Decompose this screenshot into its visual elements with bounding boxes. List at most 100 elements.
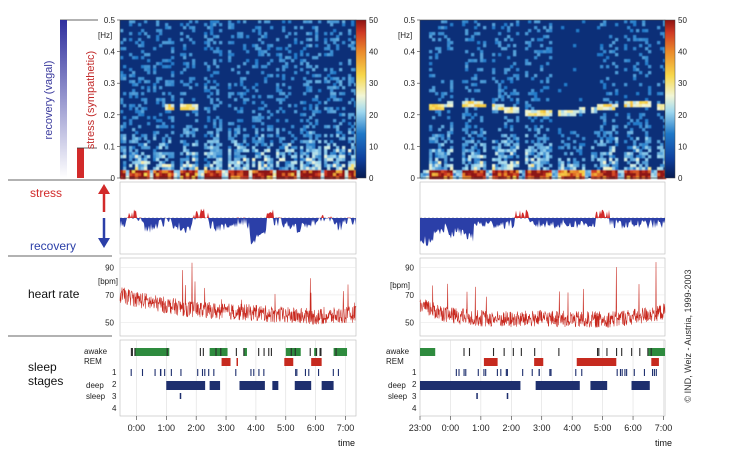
colorbar-tick-label: 30 — [369, 79, 378, 88]
sympathetic-bar — [77, 148, 84, 178]
sleep-segment-awake — [333, 348, 348, 356]
sleep-segment-3 — [476, 393, 478, 399]
sleep-segment-2 — [535, 381, 580, 390]
stage-label-2: 2 — [412, 380, 417, 389]
hypnogram-right-x-ticks: 23:00 0:00 1:00 2:00 3:00 4:00 5:00 6:00 7:00 — [409, 416, 673, 433]
colorbar-tick-label: 10 — [369, 142, 378, 151]
y-tick-label: 0.4 — [104, 48, 116, 57]
x-tick-label: 3:00 — [217, 423, 235, 433]
stage-label-awake: awake — [84, 347, 108, 356]
colorbar-tick-label: 10 — [678, 142, 687, 151]
heart-rate-right-ylabel: [bpm] — [390, 281, 410, 290]
x-tick-label: 6:00 — [624, 423, 642, 433]
sleep-segment-rem — [221, 358, 231, 366]
sleep-segment-3 — [179, 393, 182, 399]
sleep-segment-awake — [243, 348, 247, 356]
heart-rate-right-series — [419, 261, 666, 328]
colorbar-right-frame — [664, 19, 676, 179]
sleep-segment-rem — [576, 358, 617, 366]
sleep-segment-2 — [294, 381, 312, 390]
hypnogram-right-xlabel: time — [655, 438, 672, 448]
stage-label-rem: REM — [84, 357, 102, 366]
sleep-segment-awake — [420, 348, 436, 356]
y-tick-label: 0 — [411, 174, 416, 183]
x-tick-label: 4:00 — [563, 423, 581, 433]
heart-rate-left-y-ticks: 50 70 90 — [105, 264, 114, 328]
balance-right-stress-area — [420, 209, 665, 218]
x-tick-label: 4:00 — [247, 423, 265, 433]
sleep-segment-2 — [209, 381, 221, 390]
sleep-segment-2 — [272, 381, 279, 390]
balance-right-recovery-area — [420, 218, 665, 247]
y-tick-label: 0.2 — [104, 111, 116, 120]
hypnogram-left-segments — [130, 348, 348, 399]
balance-left — [119, 181, 357, 255]
stage-label-1: 1 — [412, 368, 417, 377]
hr-y-tick-label: 50 — [405, 318, 414, 327]
recovery-arrow-icon — [98, 238, 110, 248]
stress-arrow-icon — [98, 184, 110, 194]
y-tick-label: 0.3 — [104, 79, 116, 88]
stage-label-3: 3 — [112, 392, 117, 401]
hr-y-tick-label: 90 — [105, 264, 114, 273]
stage-label-awake: awake — [386, 347, 410, 356]
y-tick-label: 0 — [111, 174, 116, 183]
colorbar-tick-label: 50 — [678, 16, 687, 25]
sleep-segment-awake — [134, 348, 170, 356]
hypnogram-left-xlabel: time — [338, 438, 355, 448]
balance-left-recovery-area — [120, 218, 356, 245]
hypnogram-right-segments — [420, 348, 665, 399]
x-tick-label: 5:00 — [594, 423, 612, 433]
x-tick-label: 0:00 — [442, 423, 460, 433]
hr-y-tick-label: 50 — [105, 318, 114, 327]
colorbar-tick-label: 0 — [369, 174, 374, 183]
sleep-segment-2 — [590, 381, 608, 390]
stress-sympathetic-label: stress (sympathetic) — [85, 51, 97, 149]
y-tick-label: 0.2 — [404, 111, 416, 120]
y-tick-label: 0.4 — [404, 48, 416, 57]
sleep-segment-awake — [314, 348, 318, 356]
sleep-stages-label-2: stages — [28, 374, 63, 388]
colorbar-left-gradient — [356, 20, 366, 178]
y-tick-label: 0.5 — [104, 16, 116, 25]
deep-group-label: deep — [86, 381, 104, 390]
colorbar-tick-label: 30 — [678, 79, 687, 88]
x-tick-label: 5:00 — [277, 423, 295, 433]
colorbar-tick-label: 50 — [369, 16, 378, 25]
sleep-group-label: sleep — [388, 392, 408, 401]
colorbar-left-frame — [355, 19, 367, 179]
vagal-gradient-bar — [60, 20, 67, 178]
spectrogram-left: [Hz] 0.5 0.4 0.3 0.2 0.1 0 — [98, 16, 358, 183]
colorbar-right-ticks: 50 40 30 20 10 0 — [678, 16, 687, 183]
heart-rate-right-frame — [419, 257, 666, 337]
recovery-label: recovery — [30, 239, 76, 253]
sleep-segment-rem — [311, 358, 322, 366]
colorbar-tick-label: 40 — [369, 48, 378, 57]
colorbar-tick-label: 40 — [678, 48, 687, 57]
y-tick-label: 0.5 — [404, 16, 416, 25]
x-tick-label: 7:00 — [655, 423, 673, 433]
x-tick-label: 23:00 — [409, 423, 432, 433]
spectrogram-right-ylabel: [Hz] — [398, 31, 412, 40]
hr-y-tick-label: 70 — [105, 291, 114, 300]
sleep-segment-2 — [631, 381, 650, 390]
x-tick-label: 6:00 — [307, 423, 325, 433]
colorbar-tick-label: 0 — [678, 174, 683, 183]
deep-group-label: deep — [388, 381, 406, 390]
stage-label-4: 4 — [412, 404, 417, 413]
sleep-segment-rem — [483, 358, 498, 366]
colorbar-right: 50 40 30 20 10 0 — [664, 16, 687, 183]
spectrogram-right: [Hz] 0.5 0.4 0.3 0.2 0.1 0 — [398, 16, 667, 183]
heart-rate-right-y-ticks: 50 70 90 — [405, 264, 414, 328]
y-tick-label: 0.1 — [104, 142, 116, 151]
stress-label: stress — [30, 186, 62, 200]
colorbar-tick-label: 20 — [678, 111, 687, 120]
sleep-segment-2 — [420, 381, 521, 390]
hypnogram-left-x-ticks: 0:00 1:00 2:00 3:00 4:00 5:00 6:00 7:00 — [128, 416, 354, 433]
heart-rate-label: heart rate — [28, 287, 80, 301]
x-tick-label: 1:00 — [472, 423, 490, 433]
